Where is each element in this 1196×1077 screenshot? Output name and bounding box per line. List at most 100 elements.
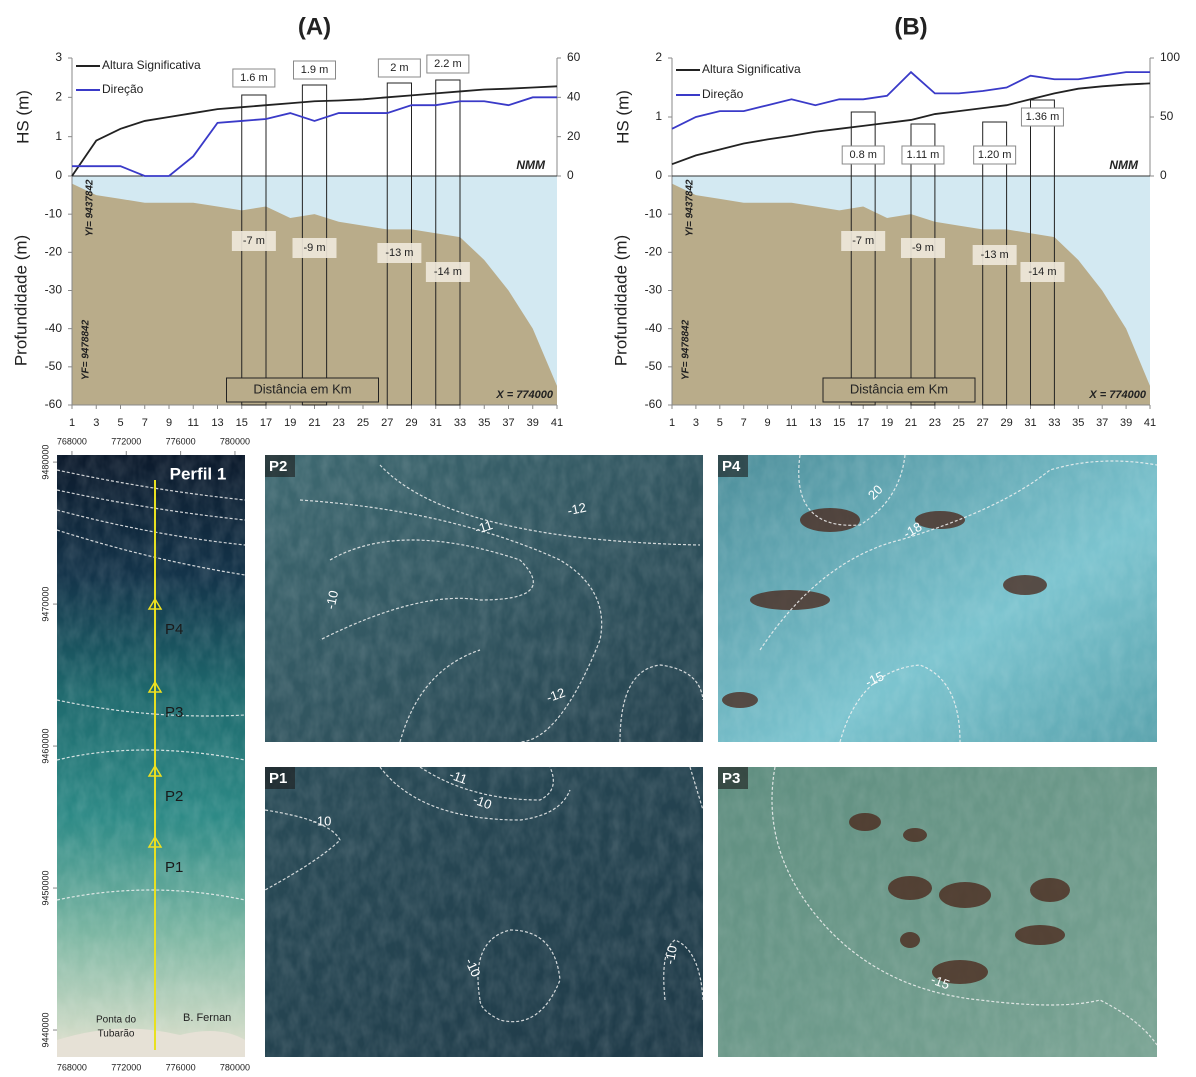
x-tick-label: 11: [188, 417, 199, 429]
map-x-tick-label: 768000: [57, 1062, 87, 1072]
y-tick-label: 0: [55, 168, 62, 182]
point-label: P3: [165, 704, 183, 721]
x-tick-label: 13: [809, 417, 821, 429]
x-tick-label: 7: [142, 417, 148, 429]
y2-tick-label: 100: [1160, 50, 1180, 64]
depth-tick-label: -20: [45, 245, 63, 259]
hs-label: 1.20 m: [978, 149, 1012, 161]
depth-label: -14 m: [434, 266, 462, 278]
hs-label: 1.36 m: [1026, 111, 1060, 123]
series-line: [72, 96, 557, 177]
map-x-tick-label: 772000: [111, 1062, 141, 1072]
x-tick-label: 7: [741, 417, 747, 429]
x-tick-label: 3: [93, 417, 99, 429]
depth-tick-label: -10: [645, 206, 663, 220]
contour-label: -11: [447, 767, 469, 787]
series-line: [671, 70, 1150, 130]
x-tick-label: 5: [717, 417, 723, 429]
map-y-tick-label: 9460000: [40, 729, 50, 764]
hs-label-box: [1020, 107, 1064, 127]
contour-label: -12: [544, 685, 567, 706]
map-x-tick-label: 768000: [57, 436, 87, 446]
contours-p4: [759, 454, 1158, 743]
x-tick-label: 23: [929, 417, 941, 429]
map-x-tick-label: 780000: [220, 436, 250, 446]
depth-axis-label: Profundidade (m): [11, 235, 30, 366]
start-label: YI= 9437842: [685, 179, 696, 236]
panel-label-bg: [718, 767, 748, 789]
chart-title: (A): [298, 13, 331, 40]
panel-label: P4: [722, 458, 741, 475]
depth-tick-label: -10: [45, 206, 63, 220]
y-tick-label: 3: [55, 50, 62, 64]
dark-patches: [722, 508, 1070, 984]
point-label: P4: [165, 621, 183, 638]
depth-label-box: [377, 243, 422, 263]
map-x-tick-label: 776000: [166, 436, 196, 446]
contour-label: -10: [313, 813, 332, 828]
contours-p2: [299, 464, 704, 743]
contour-label: -15: [929, 972, 952, 993]
depth-tick-label: -40: [645, 321, 663, 335]
place-label: Tubarão: [98, 1029, 135, 1040]
depth-label: -13 m: [385, 247, 413, 259]
map-y-tick-label: 9450000: [40, 871, 50, 906]
contour-label: -11: [473, 517, 495, 537]
x-tick-label: 35: [478, 417, 490, 429]
x-tick-label: 39: [1120, 417, 1132, 429]
y2-tick-label: 50: [1160, 109, 1174, 123]
x-tick-label: 9: [166, 417, 172, 429]
x-tick-label: 27: [381, 417, 393, 429]
depth-tick-label: -50: [645, 359, 663, 373]
map-title: Perfil 1: [170, 464, 227, 483]
start-label: YI= 9437842: [85, 179, 96, 236]
depth-label: -7 m: [852, 235, 874, 247]
panel-label-bg: [265, 455, 295, 477]
x-tick-label: 25: [357, 417, 369, 429]
x-tick-label: 35: [1072, 417, 1084, 429]
y-tick-label: 2: [55, 90, 62, 104]
contour-label: -10: [662, 944, 680, 965]
depth-axis-label: Profundidade (m): [611, 235, 630, 366]
depth-tick-label: -30: [645, 283, 663, 297]
hs-label: 2 m: [390, 62, 408, 74]
hs-label: 1.11 m: [907, 149, 940, 161]
x-tick-label: 21: [308, 417, 320, 429]
chart-title: (B): [894, 13, 927, 40]
x-tick-label: 37: [502, 417, 514, 429]
x-tick-label: 19: [284, 417, 296, 429]
hs-label: 1.9 m: [301, 64, 329, 76]
y2-tick-label: 40: [567, 90, 581, 104]
hs-label-box: [377, 58, 421, 78]
depth-tick-label: -20: [645, 245, 663, 259]
x-tick-label: 31: [1024, 417, 1036, 429]
x-tick-label: 15: [833, 417, 845, 429]
depth-label-box: [292, 238, 337, 258]
depth-label-box: [900, 238, 945, 258]
end-label: YF= 9478842: [81, 319, 92, 380]
depth-label-box: [231, 231, 276, 251]
depth-label: -14 m: [1028, 266, 1056, 278]
y-axis-label: HS (m): [613, 90, 632, 144]
panel-label: P2: [269, 458, 287, 475]
x-tick-label: 41: [1144, 417, 1156, 429]
contour-label: -15: [863, 668, 886, 690]
map-contours: [56, 469, 246, 901]
depth-label-box: [841, 231, 886, 251]
x-tick-label: 29: [405, 417, 417, 429]
x-tick-label: 1: [69, 417, 75, 429]
texture: [265, 767, 703, 1057]
place-label: Ponta do: [96, 1015, 136, 1026]
contours-p1: [264, 766, 704, 1023]
hs-label-box: [232, 68, 276, 88]
y-axis-label: HS (m): [13, 90, 32, 144]
coast: [57, 1028, 245, 1057]
x-tick-label: 29: [1000, 417, 1012, 429]
y2-tick-label: 20: [567, 129, 581, 143]
profile-point: [147, 764, 163, 777]
xlabel-box: [822, 377, 976, 403]
easting-label: X = 774000: [1088, 389, 1146, 401]
panel-label-bg: [718, 455, 748, 477]
x-tick-label: 17: [260, 417, 272, 429]
